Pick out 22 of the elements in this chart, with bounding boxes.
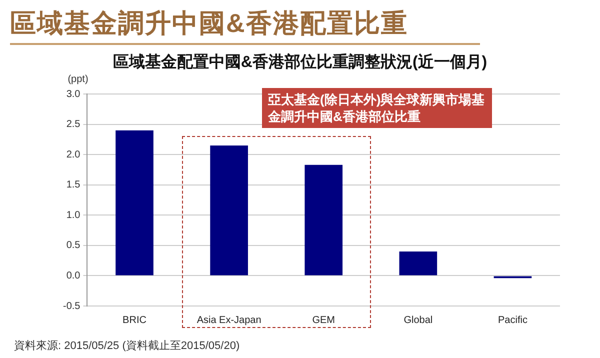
y-tick-label: 3.0	[66, 88, 81, 100]
y-tick-label: 1.5	[66, 180, 81, 191]
x-tick-label: Pacific	[498, 314, 528, 326]
chart-title: 區域基金調升中國&香港配置比重	[10, 6, 480, 45]
x-tick-label: GEM	[312, 314, 336, 326]
y-tick-label: 2.5	[66, 119, 81, 130]
bar	[304, 164, 343, 276]
y-tick-label: -0.5	[62, 300, 81, 312]
chart-subtitle: 區域基金配置中國&香港部位比重調整狀況(近一個月)	[112, 52, 488, 73]
y-axis-title: (ppt)	[68, 74, 88, 85]
x-tick-label: Global	[404, 314, 433, 326]
bar	[399, 251, 438, 276]
annotation: 亞太基金(除日本外)與全球新興市場基金調升中國&香港部位比重	[262, 88, 492, 128]
y-tick-label: 0.0	[66, 270, 81, 282]
y-tick-label: 2.0	[66, 149, 81, 160]
x-tick-label: BRIC	[122, 314, 146, 326]
bar	[116, 130, 154, 276]
source-note: 資料來源: 2015/05/25 (資料截止至2015/05/20)	[14, 339, 240, 353]
y-tick-label: 1.0	[66, 210, 81, 221]
x-tick-label: Asia Ex-Japan	[196, 314, 262, 326]
y-tick-label: 0.5	[66, 240, 81, 252]
bar	[210, 145, 248, 276]
